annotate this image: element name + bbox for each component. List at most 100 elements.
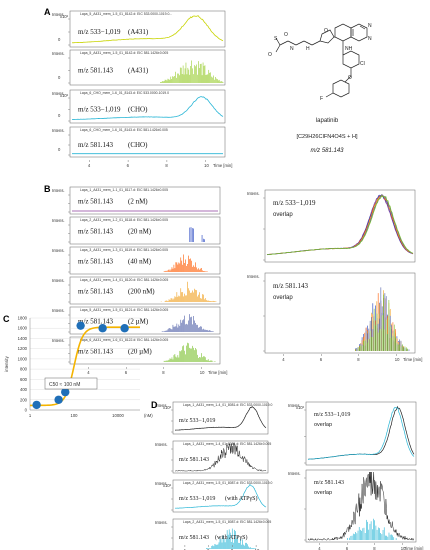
panel-c-xtick-label: 10000 bbox=[112, 413, 124, 418]
panel-b-chrom-3-intens-label: Intens. bbox=[52, 248, 65, 253]
panel-c-ytick-label: 200 bbox=[20, 397, 28, 402]
svg-text:N: N bbox=[290, 46, 294, 52]
panel-b-overlay-top bbox=[264, 189, 416, 263]
panel-b-overlay-top-mz: m/z 533−1,019 bbox=[273, 199, 316, 207]
panel-d-overlay-top-trace bbox=[307, 407, 415, 460]
panel-b-chrom-6 bbox=[69, 336, 221, 365]
panel-a-chrom-1-mz: m/z 533−1,019 bbox=[78, 28, 121, 36]
panel-d-chrom-1-scale: x10² bbox=[163, 405, 172, 410]
panel-c-ytick-label: 1000 bbox=[18, 356, 28, 361]
panel-b-overlay-top-label: overlap bbox=[273, 212, 293, 218]
panel-d-overlay-xtick-label: 4 bbox=[318, 546, 321, 550]
svg-text:F: F bbox=[320, 96, 323, 102]
compound-name: lapatinib bbox=[316, 118, 339, 124]
panel-b-chrom-4-conc: (200 nM) bbox=[128, 288, 155, 296]
panel-b-chrom-6-conc: (20 µM) bbox=[128, 348, 152, 356]
panel-d-chrom-4 bbox=[172, 518, 269, 550]
panel-a-chrom-4-header: Lapa_6_CHO_mem_1-6_01_8143.d: EIC 581.14… bbox=[80, 128, 168, 132]
panel-b-chrom-3-mz: m/z 581.143 bbox=[78, 258, 113, 266]
panel-b-overlay-bottom-label: overlap bbox=[273, 295, 293, 301]
panel-d-xtick-label: 4 bbox=[183, 548, 186, 550]
panel-b-chrom-3 bbox=[69, 246, 221, 275]
panel-b-chrom-5-intens-label: Intens. bbox=[52, 308, 65, 313]
svg-text:H: H bbox=[306, 46, 310, 52]
panel-d-chrom-1-intens-label: Intens. bbox=[155, 403, 168, 408]
panel-a-chrom-1-scale: x10² bbox=[60, 14, 69, 19]
panel-d-overlay-xtick-label: 8 bbox=[373, 546, 376, 550]
panel-b-overlay-xtick-label: 4 bbox=[282, 357, 285, 362]
panel-a-chrom-4-sample: (CHO) bbox=[128, 141, 148, 149]
panel-b-overlay-xlabel: Time [min] bbox=[403, 357, 422, 362]
panel-b-overlay-xtick-label: 10 bbox=[395, 357, 400, 362]
panel-a-chrom-3-mz: m/z 533−1,019 bbox=[78, 106, 121, 114]
panel-a-chrom-2-ytick-label: 0 bbox=[58, 75, 61, 80]
panel-d-overlay-bottom-intens-label: Intens. bbox=[288, 471, 301, 476]
panel-d-xtick-label: 6 bbox=[207, 548, 210, 550]
panel-b-xtick-label: 6 bbox=[125, 370, 128, 375]
panel-c-data-point bbox=[54, 395, 63, 404]
panel-b-chrom-5-mz: m/z 581.143 bbox=[78, 318, 113, 326]
panel-d-chrom-1-mz: m/z 533−1,019 bbox=[179, 418, 215, 424]
panel-c-xlabel: (nM) bbox=[144, 413, 153, 418]
panel-d-chrom-1-trace bbox=[174, 406, 267, 431]
panel-d-overlay-xlabel: Time [min] bbox=[404, 546, 423, 550]
panel-d-overlay-xtick-label: 10 bbox=[401, 546, 406, 550]
panel-b-chrom-3-conc: (40 nM) bbox=[128, 258, 152, 266]
panel-label-c: C bbox=[3, 314, 10, 324]
panel-a-chrom-3 bbox=[69, 89, 226, 124]
panel-a: Lapa_5_A431_mem_1-5_01_8142.d: EIC 533.0… bbox=[52, 10, 232, 168]
panel-d-overlay-top-mz: m/z 533−1,019 bbox=[314, 412, 350, 418]
panel-label-b: B bbox=[44, 184, 51, 194]
panel-a-chrom-1-intens-label: Intens. bbox=[52, 12, 65, 17]
panel-c-ytick-label: 800 bbox=[20, 367, 28, 372]
panel-b-chrom-2-mz: m/z 581.143 bbox=[78, 228, 113, 236]
panel-a-chrom-1-trace bbox=[71, 15, 224, 44]
panel-a-chrom-2-sample: (A431) bbox=[128, 67, 149, 75]
panel-d-chrom-1-header: Lapa_1_A431_mem_1-4_01_8081.d: EIC 533.0… bbox=[183, 403, 272, 407]
panel-c-ytick-label: 400 bbox=[20, 387, 28, 392]
panel-b-chrom-6-intens-label: Intens. bbox=[52, 338, 65, 343]
panel-b-overlay-bottom-intens-label: Intens. bbox=[247, 274, 260, 279]
panel-a-chrom-2-mz: m/z 581.143 bbox=[78, 67, 113, 75]
panel-b-chrom-5-header: Lapa_5_A431_mem_1-5_01_8121.d: EIC 581.1… bbox=[80, 308, 168, 312]
panel-c-data-point bbox=[32, 400, 41, 410]
panel-c-ytick-label: 1600 bbox=[18, 326, 28, 331]
panel-c-ytick-label: 1800 bbox=[18, 316, 28, 321]
panel-d: Lapa_1_A431_mem_1-4_01_8081.d: EIC 533.0… bbox=[155, 401, 272, 550]
lapatinib-structure bbox=[275, 23, 368, 98]
svg-text:N: N bbox=[368, 23, 372, 29]
panel-c-ytick-label: 0 bbox=[25, 408, 28, 413]
panel-b-chrom-1-header: Lapa_1_A431_mem_1-1_01_8117.d: EIC 581.1… bbox=[80, 188, 168, 192]
compound-mz: m/z 581.143 bbox=[310, 148, 344, 154]
panel-a-chrom-4 bbox=[69, 126, 226, 158]
panel-d-overlay-bottom-mz: m/z 581.143 bbox=[314, 480, 344, 486]
panel-b: Lapa_1_A431_mem_1-1_01_8117.d: EIC 581.1… bbox=[52, 186, 227, 375]
panel-b-chrom-6-mz: m/z 581.143 bbox=[78, 348, 113, 356]
panel-b-overlay-top-intens-label: Intens. bbox=[247, 191, 260, 196]
panel-b-chrom-5-conc: (2 µM) bbox=[128, 318, 149, 326]
panel-b-chrom-1-conc: (2 nM) bbox=[128, 198, 148, 206]
panel-d-chrom-3-condition: (with ATPγS) bbox=[225, 495, 258, 502]
panel-d-overlay-xtick-label: 6 bbox=[346, 546, 349, 550]
panel-a-chrom-2-intens-label: Intens. bbox=[52, 51, 65, 56]
panel-d-xtick-label: 8 bbox=[231, 548, 234, 550]
compound-formula: [C29H26ClFN4O4S + H] bbox=[296, 134, 358, 140]
panel-b-chrom-5 bbox=[69, 306, 221, 335]
panel-b-chrom-1 bbox=[69, 186, 221, 215]
panel-d-chrom-4-condition: (with ATPγS) bbox=[215, 534, 248, 541]
panel-d-xtick-label: 10 bbox=[255, 548, 260, 550]
panel-b-chrom-6-header: Lapa_6_A431_mem_1-6_01_8122.d: EIC 581.1… bbox=[80, 338, 168, 342]
panel-a-chrom-3-intens-label: Intens. bbox=[52, 91, 65, 96]
panel-d-chrom-1 bbox=[172, 401, 269, 435]
panel-b-chrom-1-mz: m/z 581.143 bbox=[78, 198, 113, 206]
panel-b-xtick-label: 8 bbox=[162, 370, 165, 375]
panel-c-xtick-label: 100 bbox=[71, 413, 79, 418]
panel-a-chrom-3-header: Lapa_6_CHO_mem_1-6_01_8143.d: EIC 533.00… bbox=[80, 91, 169, 95]
svg-text:O: O bbox=[284, 32, 288, 38]
svg-text:O: O bbox=[324, 28, 328, 34]
panel-c-annotation: C50 ≈ 100 nM bbox=[49, 382, 80, 388]
panel-b-xtick-label: 10 bbox=[200, 370, 205, 375]
panel-d-overlay-top-scale: x10² bbox=[296, 405, 305, 410]
panel-c-xtick-label: 1 bbox=[29, 413, 32, 418]
